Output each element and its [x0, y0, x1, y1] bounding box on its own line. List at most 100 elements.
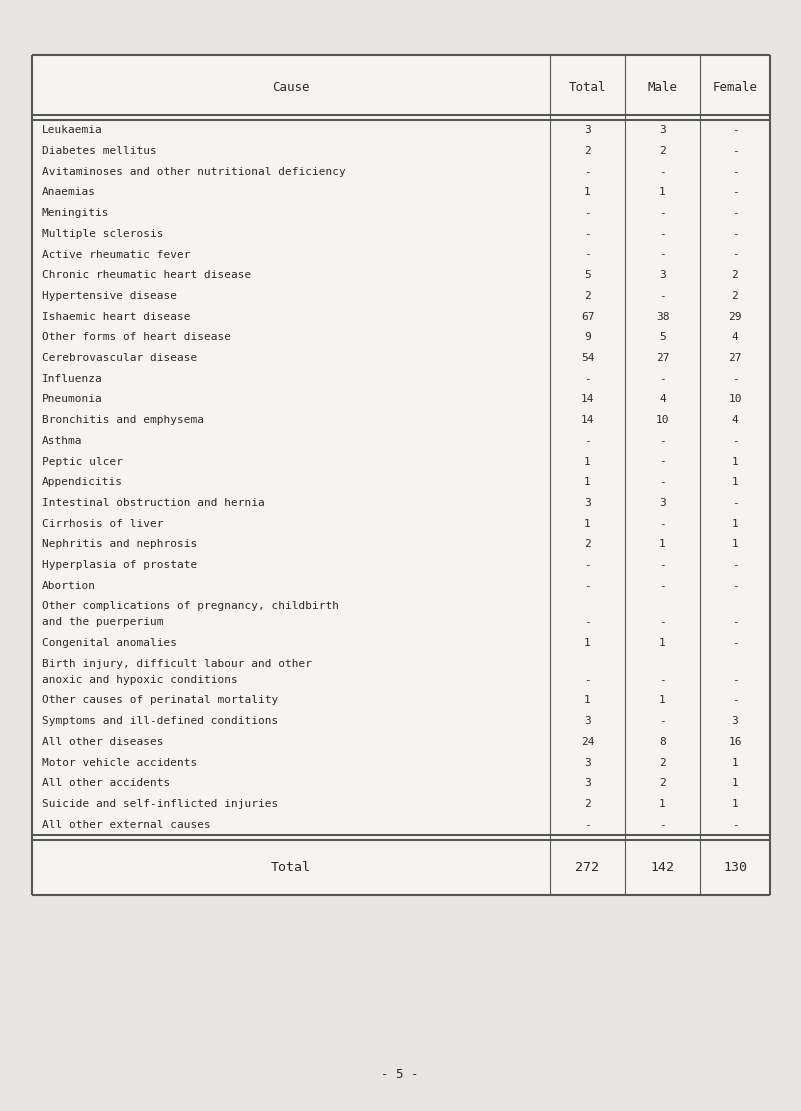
- Text: Anaemias: Anaemias: [42, 188, 96, 198]
- Text: -: -: [731, 695, 739, 705]
- Text: 27: 27: [728, 353, 742, 363]
- Text: -: -: [584, 674, 591, 684]
- Text: Abortion: Abortion: [42, 581, 96, 591]
- Text: 4: 4: [731, 416, 739, 426]
- Text: 1: 1: [731, 778, 739, 788]
- Text: -: -: [731, 229, 739, 239]
- Text: -: -: [731, 188, 739, 198]
- Text: -: -: [731, 618, 739, 628]
- Text: Cerebrovascular disease: Cerebrovascular disease: [42, 353, 197, 363]
- Text: -: -: [659, 519, 666, 529]
- Text: Pneumonia: Pneumonia: [42, 394, 103, 404]
- Text: 4: 4: [731, 332, 739, 342]
- Text: Motor vehicle accidents: Motor vehicle accidents: [42, 758, 197, 768]
- Text: Hypertensive disease: Hypertensive disease: [42, 291, 177, 301]
- Text: 2: 2: [659, 778, 666, 788]
- Text: 2: 2: [659, 146, 666, 156]
- Text: 1: 1: [659, 695, 666, 705]
- Text: Other causes of perinatal mortality: Other causes of perinatal mortality: [42, 695, 278, 705]
- Text: 3: 3: [584, 778, 591, 788]
- Text: -: -: [584, 436, 591, 446]
- Text: 1: 1: [584, 188, 591, 198]
- Text: Suicide and self-inflicted injuries: Suicide and self-inflicted injuries: [42, 799, 278, 809]
- Text: 3: 3: [659, 126, 666, 136]
- Text: -: -: [584, 208, 591, 218]
- Text: -: -: [584, 373, 591, 383]
- Text: 3: 3: [584, 498, 591, 508]
- Text: -: -: [584, 581, 591, 591]
- Text: 1: 1: [731, 758, 739, 768]
- Text: 1: 1: [659, 799, 666, 809]
- Text: 16: 16: [728, 737, 742, 747]
- Text: 9: 9: [584, 332, 591, 342]
- Text: 5: 5: [659, 332, 666, 342]
- Text: -: -: [584, 229, 591, 239]
- Text: -: -: [659, 167, 666, 177]
- Text: Cirrhosis of liver: Cirrhosis of liver: [42, 519, 163, 529]
- Text: -: -: [731, 820, 739, 830]
- Text: Appendicitis: Appendicitis: [42, 478, 123, 488]
- Text: 38: 38: [656, 312, 670, 322]
- Text: -: -: [584, 820, 591, 830]
- Text: 1: 1: [731, 478, 739, 488]
- Text: 1: 1: [584, 519, 591, 529]
- Text: -: -: [659, 208, 666, 218]
- Text: -: -: [731, 581, 739, 591]
- Text: -: -: [731, 638, 739, 648]
- Text: 1: 1: [731, 519, 739, 529]
- Text: Leukaemia: Leukaemia: [42, 126, 103, 136]
- Text: 67: 67: [581, 312, 594, 322]
- Text: 5: 5: [584, 270, 591, 280]
- Text: 2: 2: [584, 291, 591, 301]
- Text: 2: 2: [731, 270, 739, 280]
- Text: 2: 2: [584, 539, 591, 549]
- Text: Diabetes mellitus: Diabetes mellitus: [42, 146, 157, 156]
- Text: 2: 2: [584, 146, 591, 156]
- Text: -: -: [659, 674, 666, 684]
- Text: -: -: [659, 250, 666, 260]
- Text: 3: 3: [584, 126, 591, 136]
- Text: Cause: Cause: [272, 81, 310, 94]
- Text: 2: 2: [659, 758, 666, 768]
- Text: Nephritis and nephrosis: Nephritis and nephrosis: [42, 539, 197, 549]
- Text: -: -: [731, 126, 739, 136]
- Text: -: -: [659, 291, 666, 301]
- Text: -: -: [659, 457, 666, 467]
- Text: -: -: [731, 498, 739, 508]
- Text: All other diseases: All other diseases: [42, 737, 163, 747]
- Text: 2: 2: [584, 799, 591, 809]
- Text: -: -: [731, 250, 739, 260]
- Text: All other accidents: All other accidents: [42, 778, 171, 788]
- Text: 10: 10: [656, 416, 670, 426]
- Text: 1: 1: [584, 457, 591, 467]
- Text: 272: 272: [575, 861, 599, 874]
- Text: 1: 1: [731, 457, 739, 467]
- Text: Bronchitis and emphysema: Bronchitis and emphysema: [42, 416, 204, 426]
- Text: 3: 3: [731, 717, 739, 727]
- Text: 54: 54: [581, 353, 594, 363]
- Text: Multiple sclerosis: Multiple sclerosis: [42, 229, 163, 239]
- Text: 10: 10: [728, 394, 742, 404]
- Text: Male: Male: [647, 81, 678, 94]
- Text: Peptic ulcer: Peptic ulcer: [42, 457, 123, 467]
- Text: 1: 1: [584, 638, 591, 648]
- Text: Asthma: Asthma: [42, 436, 83, 446]
- Text: Influenza: Influenza: [42, 373, 103, 383]
- Text: Congenital anomalies: Congenital anomalies: [42, 638, 177, 648]
- Text: -: -: [659, 820, 666, 830]
- Text: -: -: [731, 560, 739, 570]
- Text: 1: 1: [731, 799, 739, 809]
- Text: Total: Total: [271, 861, 311, 874]
- Text: - 5 -: - 5 -: [381, 1069, 419, 1081]
- Text: 24: 24: [581, 737, 594, 747]
- Text: 4: 4: [659, 394, 666, 404]
- Text: and the puerperium: and the puerperium: [42, 618, 163, 628]
- Text: Other complications of pregnancy, childbirth: Other complications of pregnancy, childb…: [42, 601, 339, 611]
- Text: 27: 27: [656, 353, 670, 363]
- Text: -: -: [731, 373, 739, 383]
- Text: -: -: [659, 478, 666, 488]
- Text: -: -: [731, 146, 739, 156]
- Text: Female: Female: [713, 81, 758, 94]
- Text: Birth injury, difficult labour and other: Birth injury, difficult labour and other: [42, 659, 312, 669]
- Text: Ishaemic heart disease: Ishaemic heart disease: [42, 312, 191, 322]
